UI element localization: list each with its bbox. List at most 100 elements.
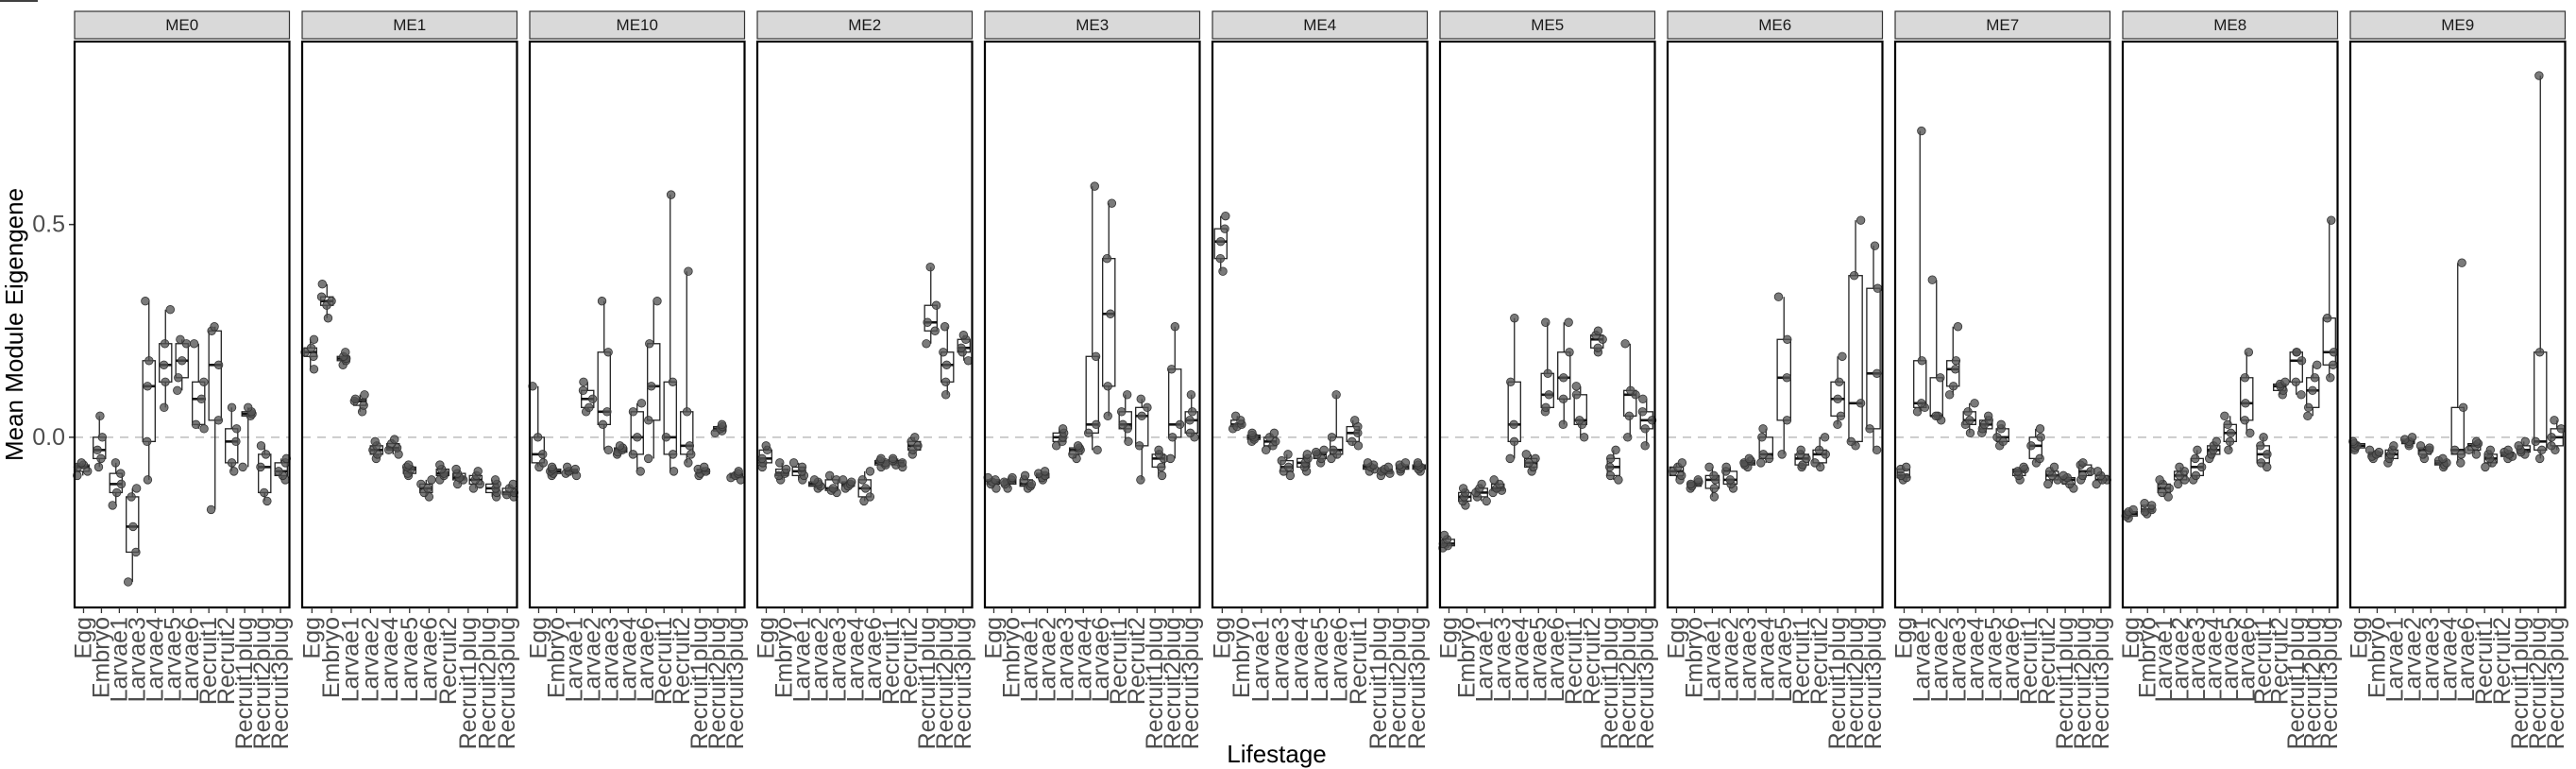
data-point xyxy=(828,484,839,493)
data-point xyxy=(865,467,875,476)
data-point xyxy=(1008,472,1017,483)
x-tick-label: Recruit3plug xyxy=(267,617,294,749)
data-point xyxy=(1605,462,1615,472)
box xyxy=(1896,462,1911,485)
x-tick-label: Larvae1 xyxy=(338,617,364,702)
box xyxy=(1557,317,1574,430)
data-point xyxy=(1814,445,1824,455)
box xyxy=(999,472,1017,493)
box xyxy=(2364,445,2384,464)
box xyxy=(1605,445,1623,485)
x-tick-label: Recruit3plug xyxy=(2316,617,2343,749)
data-point xyxy=(633,433,642,442)
panel-border xyxy=(2348,40,2567,609)
box xyxy=(2059,470,2078,493)
x-tick-label: Larvae1 xyxy=(1471,617,1498,702)
x-tick-label: Recruit2 xyxy=(669,617,695,705)
data-point xyxy=(1558,419,1568,430)
data-point xyxy=(941,377,951,387)
panel-border xyxy=(73,40,291,609)
data-point xyxy=(587,394,598,404)
data-point xyxy=(1218,266,1228,276)
data-point xyxy=(1544,390,1554,400)
x-tick-label: Larvae6 xyxy=(633,617,659,702)
box xyxy=(1052,424,1069,451)
x-tick-label: Egg xyxy=(2346,617,2372,658)
data-point xyxy=(1230,411,1241,421)
data-point xyxy=(1541,317,1551,327)
data-point xyxy=(2225,436,2235,447)
data-point xyxy=(1623,433,1633,442)
box xyxy=(2415,441,2434,464)
x-tick-label: Recruit3plug xyxy=(950,617,976,749)
data-point xyxy=(2326,373,2335,383)
data-point xyxy=(1220,224,1229,233)
x-tick-label: Larvae3 xyxy=(597,617,623,702)
x-tick-label: Embryo xyxy=(2134,617,2161,698)
data-point xyxy=(922,339,931,349)
x-tick-label: Larvae4 xyxy=(142,617,168,702)
data-point xyxy=(847,477,856,487)
x-tick-label: Recruit2plug xyxy=(1842,617,1869,749)
data-point xyxy=(1693,475,1703,485)
data-point xyxy=(199,377,209,387)
x-tick-label: Recruit2plug xyxy=(2070,617,2096,749)
box xyxy=(159,305,176,413)
box xyxy=(383,435,403,459)
x-tick-label: Larvae5 xyxy=(1525,617,1551,702)
data-point xyxy=(370,436,380,447)
box-body xyxy=(1866,287,1881,430)
data-point xyxy=(2193,445,2202,455)
data-point xyxy=(2191,453,2200,464)
data-point xyxy=(876,453,886,464)
x-tick-label: Recruit2 xyxy=(1806,617,1833,705)
data-point xyxy=(1137,411,1146,421)
data-point xyxy=(1953,322,1963,332)
x-tick-label: Recruit2 xyxy=(2266,617,2293,705)
data-point xyxy=(958,331,969,340)
data-point xyxy=(923,317,932,327)
data-point xyxy=(2173,479,2183,489)
data-point xyxy=(1327,433,1337,442)
x-tick-label: Larvae6 xyxy=(2453,617,2480,702)
data-point xyxy=(260,487,269,498)
x-tick-label: Larvae5 xyxy=(2217,617,2244,702)
box xyxy=(788,458,809,485)
data-point xyxy=(1312,447,1321,457)
box-body xyxy=(2534,351,2548,452)
data-point xyxy=(775,458,785,468)
box xyxy=(1363,458,1380,476)
data-point xyxy=(1593,326,1603,335)
data-point xyxy=(668,450,678,459)
x-tick-label: Larvae3 xyxy=(124,617,150,702)
box xyxy=(1912,126,1930,417)
box xyxy=(451,464,468,489)
data-point xyxy=(809,475,820,485)
data-point xyxy=(1154,445,1163,455)
data-point xyxy=(615,441,625,451)
data-point xyxy=(1963,407,1973,417)
data-point xyxy=(1026,479,1037,489)
data-point xyxy=(1626,385,1635,396)
box xyxy=(546,462,562,481)
box xyxy=(1721,462,1738,493)
data-point xyxy=(1489,475,1499,485)
x-tick-label: Larvae6 xyxy=(2233,617,2260,702)
data-point xyxy=(165,305,176,315)
data-point xyxy=(734,467,743,476)
box xyxy=(2303,360,2322,421)
data-point xyxy=(213,416,224,425)
strip-background xyxy=(1894,10,2111,40)
x-tick-label: Embryo xyxy=(998,617,1025,698)
x-tick-label: Recruit2 xyxy=(435,617,462,705)
box xyxy=(1395,458,1411,476)
x-tick-label: Larvae4 xyxy=(1287,617,1313,702)
data-point xyxy=(839,475,848,485)
data-point xyxy=(1347,436,1357,447)
x-tick-label: Egg xyxy=(753,617,779,658)
x-tick-label: Larvae2 xyxy=(1926,617,1953,702)
data-point xyxy=(1439,530,1449,540)
data-point xyxy=(2196,462,2207,472)
data-point xyxy=(1948,382,1958,391)
data-point xyxy=(913,441,923,451)
